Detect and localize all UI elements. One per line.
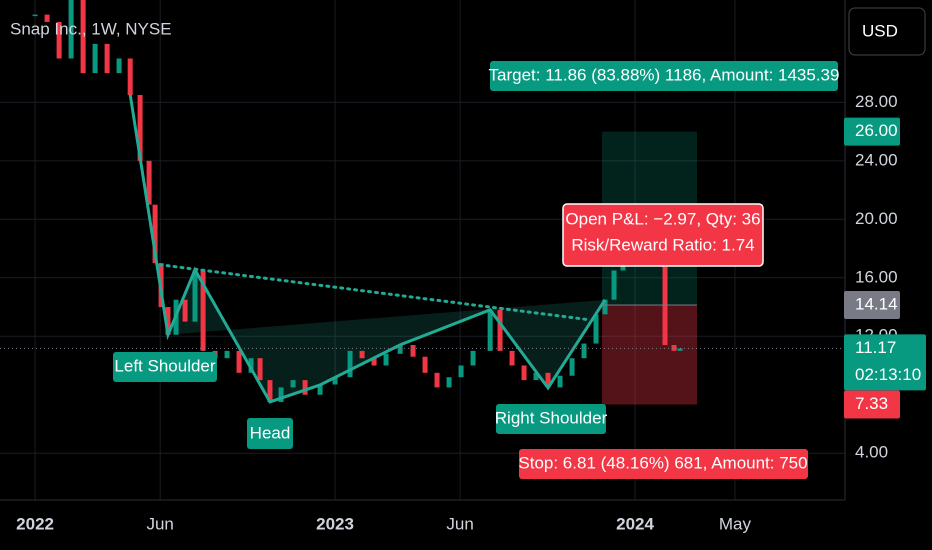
candle [359,350,365,359]
chart-title: Snap Inc., 1W, NYSE [10,19,172,38]
price-label: 7.33 [855,394,888,413]
labels: 2022Jun2023Jun2024May4.0012.0016.0020.00… [16,92,926,533]
candle [200,270,206,351]
pattern-label: Head [250,423,291,442]
currency-button[interactable] [848,7,926,56]
pattern-area [167,269,606,402]
candle [56,21,62,59]
candle [533,372,539,381]
stop-label: Stop: 6.81 (48.16%) 681, Amount: 750 [518,453,807,472]
price-label-box [844,117,900,146]
candle [92,43,98,74]
price-label-box [844,334,926,391]
neckline [158,263,592,322]
price-label-box [844,290,900,319]
candle [677,348,683,351]
candle [104,43,110,74]
candle [290,380,296,388]
candle [257,358,263,381]
pattern-line [128,94,607,404]
candle [332,377,338,385]
pnl-label: Open P&L: −2.97, Qty: 36 [565,209,760,228]
target-box [490,61,838,91]
candle [116,58,122,74]
candle [611,270,617,300]
candle [80,0,86,74]
y-tick-label: 28.00 [855,92,898,111]
price-label-box [844,390,900,419]
candle [192,270,198,322]
candle [127,58,133,96]
candle [509,350,515,366]
candle [422,356,428,373]
target-label: Target: 11.86 (83.88%) 1186, Amount: 143… [489,65,840,84]
candle [302,380,308,395]
pattern-label: Right Shoulder [495,408,608,427]
candle [662,263,668,346]
candle [68,0,74,59]
pattern-label-box [113,352,217,382]
candle [593,314,599,344]
candle [32,14,38,17]
candle [410,345,416,357]
y-tick-label: 24.00 [855,150,898,169]
pattern-label: Left Shoulder [114,356,215,375]
candle [182,299,188,322]
price-label: 26.00 [855,121,898,140]
candle [383,353,389,366]
candle [470,350,476,366]
stop-zone [602,304,697,405]
candle [569,358,575,376]
candle [137,95,143,161]
candle [371,358,377,366]
stop-box [519,449,808,479]
x-tick-label: Jun [446,514,473,533]
y-tick-label: 20.00 [855,209,898,228]
candle [602,299,608,315]
candle [446,377,452,388]
candle [146,160,152,205]
candle [521,365,527,381]
candle [44,14,50,22]
candle [620,263,626,271]
candle [545,372,551,388]
x-tick-label: 2022 [16,514,54,533]
candle [347,350,353,378]
candle [236,350,242,373]
x-tick-label: Jun [146,514,173,533]
candle [152,204,158,264]
y-tick-label: 4.00 [855,443,888,462]
y-tick-label: 16.00 [855,267,898,286]
candle [458,365,464,378]
countdown: 02:13:10 [855,365,921,384]
price-label: 11.17 [855,338,896,357]
candle [497,309,503,351]
candle [224,350,230,359]
candle [671,345,677,351]
candle [434,372,440,388]
x-tick-label: May [719,514,752,533]
candle [248,358,254,373]
currency[interactable]: USD [862,21,898,40]
candle [487,309,493,351]
risk-reward-label: Risk/Reward Ratio: 1.74 [571,235,754,254]
candle [397,345,403,354]
candle [267,380,273,403]
candle [317,384,323,395]
plot [0,0,845,404]
x-tick-label: 2024 [616,514,654,533]
x-tick-label: 2023 [316,514,354,533]
candle [278,387,284,403]
candle [165,307,171,335]
pnl-box [562,203,764,267]
candle [581,343,587,359]
pattern-label-box [496,404,606,434]
candle [557,375,563,388]
price-label: 14.14 [855,294,898,313]
pattern-label-box [247,418,293,449]
